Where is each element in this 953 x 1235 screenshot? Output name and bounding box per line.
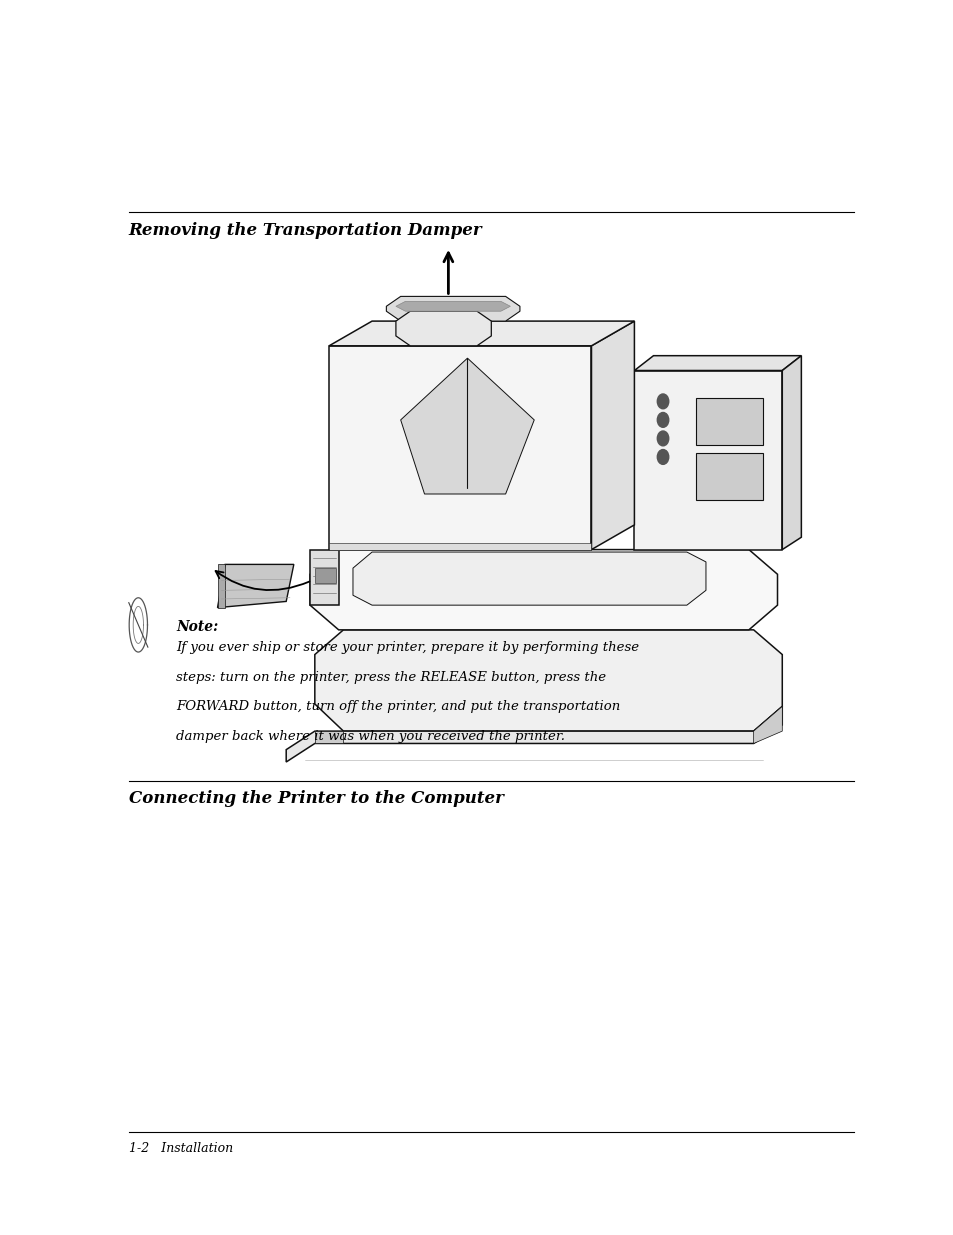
Polygon shape bbox=[753, 706, 781, 743]
Text: 1-2   Installation: 1-2 Installation bbox=[129, 1142, 233, 1156]
Polygon shape bbox=[314, 568, 335, 583]
Polygon shape bbox=[314, 731, 343, 743]
Polygon shape bbox=[395, 301, 510, 311]
Polygon shape bbox=[286, 706, 781, 762]
Polygon shape bbox=[217, 564, 225, 608]
Polygon shape bbox=[353, 552, 705, 605]
Text: If you ever ship or store your printer, prepare it by performing these: If you ever ship or store your printer, … bbox=[176, 641, 639, 655]
Polygon shape bbox=[310, 550, 777, 630]
Polygon shape bbox=[634, 356, 801, 370]
Polygon shape bbox=[329, 321, 634, 346]
Polygon shape bbox=[329, 543, 591, 550]
Polygon shape bbox=[781, 356, 801, 550]
Polygon shape bbox=[395, 311, 491, 346]
Polygon shape bbox=[310, 550, 338, 605]
Polygon shape bbox=[634, 370, 781, 550]
Text: FORWARD button, turn off the printer, and put the transportation: FORWARD button, turn off the printer, an… bbox=[176, 700, 620, 714]
Polygon shape bbox=[696, 453, 762, 500]
Circle shape bbox=[657, 412, 668, 427]
Polygon shape bbox=[400, 358, 534, 494]
FancyArrowPatch shape bbox=[215, 571, 309, 590]
Circle shape bbox=[657, 394, 668, 409]
Polygon shape bbox=[217, 564, 294, 608]
Polygon shape bbox=[386, 296, 519, 321]
Circle shape bbox=[657, 450, 668, 464]
Polygon shape bbox=[314, 630, 781, 731]
Text: Note:: Note: bbox=[176, 620, 218, 634]
Circle shape bbox=[657, 431, 668, 446]
Text: Connecting the Printer to the Computer: Connecting the Printer to the Computer bbox=[129, 790, 503, 808]
Polygon shape bbox=[696, 398, 762, 445]
Text: steps: turn on the printer, press the RELEASE button, press the: steps: turn on the printer, press the RE… bbox=[176, 671, 606, 684]
Polygon shape bbox=[591, 321, 634, 550]
Text: Removing the Transportation Damper: Removing the Transportation Damper bbox=[129, 222, 482, 240]
Polygon shape bbox=[329, 346, 591, 550]
Text: damper back where it was when you received the printer.: damper back where it was when you receiv… bbox=[176, 730, 565, 743]
